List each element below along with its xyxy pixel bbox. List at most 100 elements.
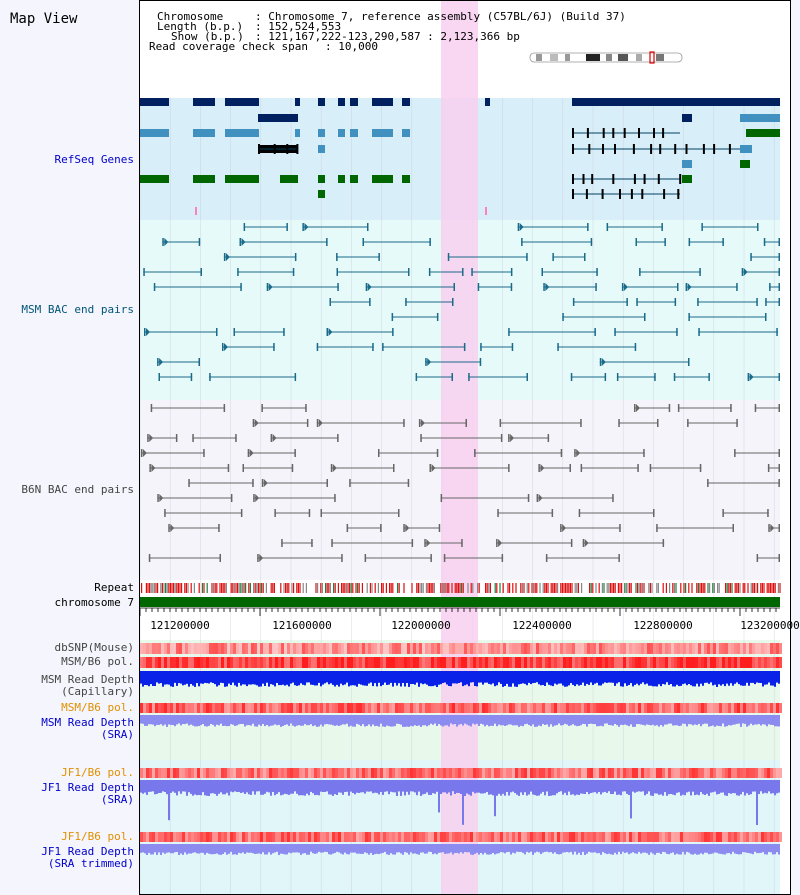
msm-pol-heat bbox=[299, 657, 302, 668]
jf1-depth-sra bbox=[464, 780, 466, 796]
jf1-depth-sra bbox=[636, 780, 638, 792]
msm-pol-heat bbox=[338, 657, 341, 668]
msm-depth-capillary bbox=[206, 671, 208, 684]
chromosome-ideogram[interactable] bbox=[529, 51, 683, 64]
msm-bac-track[interactable] bbox=[143, 223, 780, 381]
msm-pol-heat bbox=[419, 703, 422, 713]
repeat-mark bbox=[697, 583, 699, 593]
highlight-region[interactable] bbox=[441, 0, 478, 895]
msm-pol-heat bbox=[233, 657, 236, 668]
jf1-depth-trimmed bbox=[598, 844, 600, 854]
msm-depth-sra bbox=[754, 715, 756, 725]
b6n-bac-pair-end bbox=[612, 494, 614, 502]
jf1-depth-trimmed bbox=[716, 844, 718, 853]
msm-bac-pair-end bbox=[769, 283, 771, 291]
jf1-depth-sra bbox=[190, 780, 192, 794]
b6n-bac-pair-end bbox=[722, 509, 724, 517]
msm-depth-sra bbox=[250, 715, 252, 726]
msm-pol-heat bbox=[257, 657, 260, 668]
track-label-msm-depth-sra-2: (SRA) bbox=[101, 728, 134, 741]
track-label-refseq: RefSeq Genes bbox=[55, 153, 134, 166]
gene-exon bbox=[662, 128, 665, 138]
repeat-mark bbox=[241, 583, 243, 593]
jf1-depth-sra bbox=[334, 780, 336, 795]
track-label-jf1-b6-pol-1: JF1/B6 pol. bbox=[61, 766, 134, 779]
gene-feature bbox=[318, 190, 325, 198]
msm-depth-sra bbox=[546, 715, 548, 725]
msm-depth-sra bbox=[640, 715, 642, 725]
repeat-mark bbox=[272, 583, 274, 593]
msm-bac-pair-end bbox=[604, 373, 607, 381]
jf1-depth-trimmed bbox=[534, 844, 536, 853]
dbsnp-heat bbox=[707, 643, 710, 654]
msm-pol-heat bbox=[467, 703, 470, 713]
repeat-mark bbox=[769, 583, 771, 593]
jf1-depth-sra bbox=[316, 780, 318, 795]
msm-pol-heat bbox=[389, 657, 392, 668]
repeat-mark bbox=[361, 583, 363, 593]
msm-pol-heat bbox=[167, 657, 170, 668]
dbsnp-heat bbox=[176, 643, 179, 654]
b6n-bac-track[interactable] bbox=[140, 404, 780, 562]
dbsnp-heat bbox=[287, 643, 290, 654]
repeat-mark bbox=[521, 583, 523, 593]
msm-pol-heat bbox=[593, 703, 596, 713]
repeat-mark bbox=[651, 583, 653, 593]
jf1-pol-heat bbox=[539, 832, 542, 842]
msm-depth-sra bbox=[616, 715, 618, 726]
msm-depth-capillary bbox=[628, 671, 630, 685]
refseq-genes-track[interactable] bbox=[140, 98, 780, 215]
jf1-depth-sra bbox=[490, 780, 492, 795]
msm-depth-capillary bbox=[302, 671, 304, 685]
repeat-mark bbox=[333, 583, 335, 593]
jf1-depth-trimmed bbox=[462, 844, 464, 854]
msm-pol-heat bbox=[599, 703, 602, 713]
msm-depth-sra bbox=[776, 715, 778, 727]
jf1-pol-heat bbox=[155, 832, 158, 842]
gene-exon bbox=[588, 144, 591, 154]
jf1-pol-heat bbox=[392, 768, 395, 778]
jf1-depth-trimmed bbox=[640, 844, 642, 854]
jf1-depth-sra bbox=[630, 780, 632, 819]
jf1-depth-sra bbox=[744, 780, 746, 796]
jf1-depth-sra bbox=[360, 780, 362, 793]
gene-exon bbox=[286, 144, 289, 154]
jf1-depth-sra bbox=[156, 780, 158, 794]
jf1-depth-sra bbox=[254, 780, 256, 795]
repeat-mark bbox=[729, 583, 731, 593]
dbsnp-heat bbox=[575, 643, 578, 654]
jf1-pol-heat bbox=[668, 832, 671, 842]
msm-depth-capillary bbox=[178, 671, 180, 684]
axis-tick-label: 121600000 bbox=[272, 619, 332, 632]
dbsnp-heat bbox=[191, 643, 194, 654]
jf1-depth-sra bbox=[352, 780, 354, 793]
msm-pol-heat bbox=[449, 703, 452, 713]
jf1-depth-sra bbox=[408, 780, 410, 795]
repeat-mark bbox=[592, 583, 594, 593]
b6n-bac-pair-end bbox=[732, 524, 734, 532]
msm-pol-heat bbox=[143, 703, 146, 713]
msm-pol-heat bbox=[515, 657, 518, 668]
repeat-mark bbox=[357, 583, 359, 593]
msm-depth-sra bbox=[470, 715, 472, 727]
dbsnp-heat bbox=[674, 643, 677, 654]
msm-bac-pair-end bbox=[329, 298, 331, 306]
msm-pol-heat bbox=[662, 703, 665, 713]
jf1-depth-trimmed bbox=[502, 844, 504, 853]
msm-depth-sra bbox=[408, 715, 410, 727]
repeat-mark bbox=[187, 583, 189, 593]
msm-depth-capillary bbox=[636, 671, 638, 684]
jf1-depth-trimmed bbox=[240, 844, 242, 854]
msm-depth-capillary bbox=[464, 671, 466, 686]
jf1-pol-heat bbox=[416, 832, 419, 842]
jf1-pol-heat bbox=[350, 768, 353, 778]
jf1-pol-heat bbox=[404, 768, 407, 778]
b6n-bac-pair-end bbox=[393, 464, 395, 472]
msm-pol-heat bbox=[722, 657, 725, 668]
repeat-mark bbox=[440, 583, 442, 593]
jf1-depth-trimmed bbox=[508, 844, 510, 852]
jf1-depth-sra bbox=[204, 780, 206, 796]
jf1-pol-heat bbox=[290, 768, 293, 778]
msm-bac-pair-end bbox=[543, 283, 545, 291]
msm-depth-sra bbox=[646, 715, 648, 725]
